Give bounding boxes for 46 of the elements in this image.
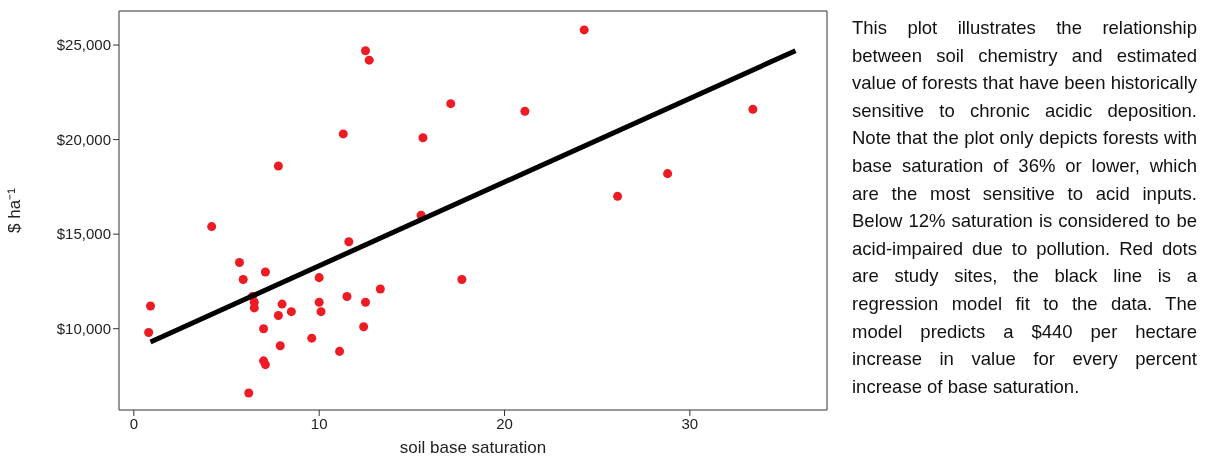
- point: [457, 275, 467, 285]
- x-tick-label: 30: [681, 414, 699, 432]
- point: [286, 307, 296, 317]
- point: [207, 222, 217, 232]
- point: [418, 133, 428, 143]
- point: [520, 106, 530, 116]
- point: [748, 104, 758, 114]
- point: [314, 297, 324, 307]
- y-tick-label: $20,000: [56, 130, 111, 148]
- point: [446, 99, 456, 109]
- point: [579, 25, 589, 35]
- point: [144, 327, 154, 337]
- point: [259, 324, 269, 334]
- point: [314, 273, 324, 283]
- point: [145, 301, 156, 311]
- x-tick-label: 10: [310, 414, 328, 432]
- point: [307, 333, 317, 343]
- point: [338, 129, 348, 139]
- point: [359, 322, 369, 332]
- point: [360, 46, 371, 56]
- point: [335, 346, 345, 356]
- point: [234, 258, 244, 268]
- point: [273, 310, 283, 320]
- x-tick-label: 20: [496, 414, 513, 432]
- point: [244, 388, 254, 398]
- x-tick-label: 0: [129, 414, 138, 432]
- point: [342, 292, 352, 302]
- y-tick-label: $10,000: [56, 320, 111, 338]
- y-tick-label: $25,000: [56, 36, 111, 54]
- point: [238, 275, 248, 285]
- point: [260, 267, 270, 277]
- point: [260, 360, 270, 370]
- point: [275, 341, 285, 351]
- y-tick-label: $15,000: [56, 225, 111, 243]
- point: [316, 307, 326, 317]
- y-axis-title: $ ha⁻¹: [5, 187, 25, 233]
- point: [277, 299, 287, 309]
- point: [613, 191, 623, 201]
- point: [663, 169, 673, 179]
- point: [273, 161, 283, 171]
- point: [364, 55, 374, 65]
- x-axis-title: soil base saturation: [399, 438, 547, 457]
- point: [344, 237, 354, 247]
- point: [360, 297, 371, 307]
- point: [375, 284, 385, 294]
- text: This plot illustrates the relationship between soil chemistry and estimated value of forests that have been historically sensitive to chronic acidic deposition. Note that the plot only depicts forests with base saturation of 36% or lower, which are the most sensitive to acid inputs. Below 12% saturation is considered to be acid-impaired due to pollution. Red dots are study sites, the black line is a regression model fit to the data. The model predicts a $440 per hectare increase in value for every percent increase of base saturation.: [852, 17, 1197, 397]
